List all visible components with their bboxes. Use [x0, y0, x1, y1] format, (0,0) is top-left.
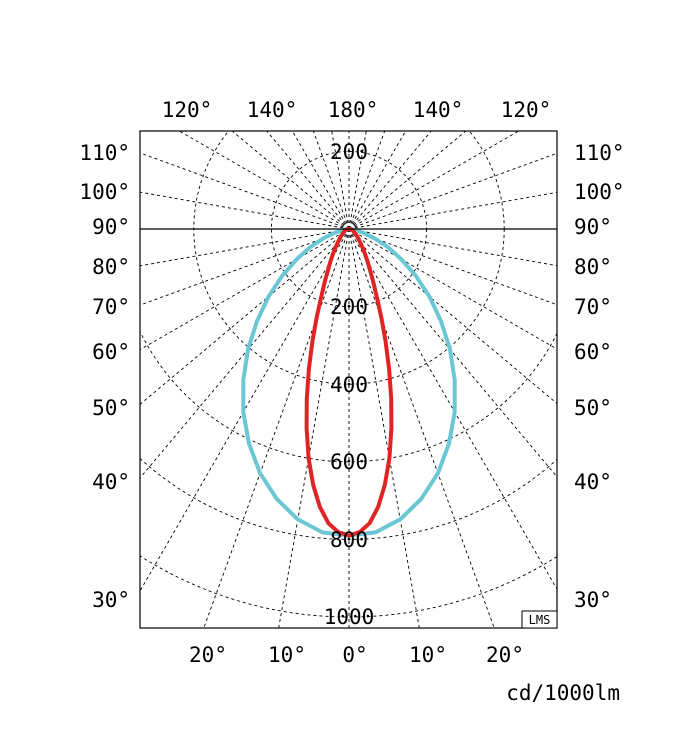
- right-angle-label: 110°: [574, 141, 625, 165]
- bottom-angle-labels: 20° 10° 0° 10° 20°: [189, 643, 524, 667]
- right-angle-label: 100°: [574, 180, 625, 204]
- bottom-angle-label: 10°: [409, 643, 447, 667]
- left-angle-label: 80°: [92, 255, 130, 279]
- grid-radial-line: [348, 131, 367, 230]
- grid-radial-line: [140, 228, 350, 306]
- top-angle-label: 120°: [162, 98, 213, 122]
- intensity-curve: [304, 227, 394, 538]
- top-angle-label: 140°: [413, 98, 464, 122]
- grid-radial-line: [140, 228, 350, 592]
- grid-radial-line: [278, 228, 350, 628]
- grid-radial-line: [348, 228, 557, 405]
- radial-label: 200: [330, 140, 368, 164]
- radial-label: 400: [330, 373, 368, 397]
- left-angle-label: 110°: [79, 141, 130, 165]
- grid-radial-line: [140, 228, 350, 267]
- right-angle-label: 90°: [574, 215, 612, 239]
- right-angle-label: 50°: [574, 396, 612, 420]
- lms-badge: LMS: [521, 610, 558, 629]
- grid-radial-line: [140, 228, 350, 351]
- radial-label: 1000: [324, 605, 375, 629]
- unit-label: cd/1000lm: [506, 681, 620, 705]
- top-angle-label: 120°: [501, 98, 552, 122]
- left-angle-label: 90°: [92, 215, 130, 239]
- left-angle-label: 100°: [79, 180, 130, 204]
- grid-radial-line: [348, 131, 407, 230]
- grid-radial-line: [348, 228, 557, 478]
- right-angle-label: 70°: [574, 295, 612, 319]
- bottom-angle-label: 20°: [189, 643, 227, 667]
- bottom-angle-label: 20°: [486, 643, 524, 667]
- left-angle-labels: 110° 100° 90° 80° 70° 60° 50° 40° 30°: [79, 141, 130, 612]
- left-angle-label: 30°: [92, 588, 130, 612]
- right-angle-label: 80°: [574, 255, 612, 279]
- top-angle-label: 140°: [247, 98, 298, 122]
- right-angle-labels: 110° 100° 90° 80° 70° 60° 50° 40° 30°: [574, 141, 625, 612]
- right-angle-label: 40°: [574, 470, 612, 494]
- left-angle-label: 60°: [92, 340, 130, 364]
- grid-radial-line: [348, 131, 386, 230]
- radial-label: 200: [330, 295, 368, 319]
- grid-radial-line: [348, 131, 467, 230]
- grid-radial-line: [266, 131, 350, 230]
- grid-radial-line: [348, 191, 557, 230]
- plot-frame: [139, 130, 558, 629]
- grid-radial-line: [140, 152, 350, 230]
- top-angle-label: 180°: [328, 98, 379, 122]
- radial-label: 600: [330, 450, 368, 474]
- right-angle-label: 30°: [574, 588, 612, 612]
- grid-radial-line: [348, 228, 557, 267]
- grid-radial-line: [348, 152, 557, 230]
- grid-radial-line: [331, 131, 350, 230]
- top-angle-labels: 120° 140° 180° 140° 120°: [162, 98, 552, 122]
- grid-radial-line: [348, 228, 557, 350]
- grid-radial-line: [178, 131, 350, 230]
- radial-label: 800: [330, 528, 368, 552]
- right-angle-label: 60°: [574, 340, 612, 364]
- grid-radial-line: [348, 131, 520, 230]
- grid-radial-line: [348, 228, 420, 628]
- grid-radial-line: [140, 228, 350, 405]
- left-angle-label: 50°: [92, 396, 130, 420]
- bottom-angle-label: 10°: [268, 643, 306, 667]
- grid-radial-line: [312, 131, 350, 230]
- radial-value-labels: 200 200 400 600 800 1000: [324, 140, 375, 629]
- lms-badge-text: LMS: [529, 613, 551, 627]
- left-angle-label: 70°: [92, 295, 130, 319]
- grid-radial-line: [140, 228, 350, 479]
- bottom-angle-label: 0°: [342, 643, 367, 667]
- grid-circle: [140, 457, 557, 540]
- intensity-curves: [241, 227, 457, 538]
- grid-radial-line: [291, 131, 350, 230]
- grid-radial-line: [231, 131, 350, 230]
- grid-radial-line: [140, 191, 350, 230]
- grid-radial-line: [348, 228, 557, 306]
- grid-radial-line: [348, 228, 557, 591]
- grid-radial-line: [348, 131, 432, 230]
- left-angle-label: 40°: [92, 470, 130, 494]
